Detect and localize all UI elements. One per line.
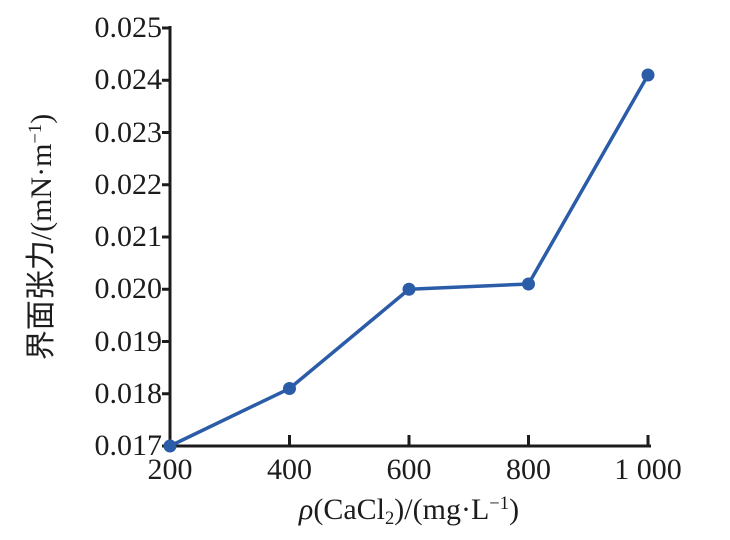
axis-title-fragment: )	[509, 493, 520, 526]
axis-title-fragment: 界面张力/(mN·m	[25, 143, 58, 361]
axis-title-fragment: ρ	[298, 493, 314, 526]
y-tick-label: 0.023	[94, 115, 163, 149]
x-tick-label: 1 000	[614, 453, 682, 486]
axis-title-fragment: −1	[489, 492, 510, 514]
y-tick-label: 0.018	[94, 376, 163, 410]
x-tick-label: 400	[267, 453, 312, 486]
x-tick-label: 800	[506, 453, 551, 486]
axis-title-fragment: (CaCl	[313, 493, 385, 526]
x-tick-label: 600	[386, 453, 432, 486]
y-tick-label: 0.020	[94, 272, 163, 306]
data-line	[169, 74, 650, 448]
axis-title-fragment: )/(mg·L	[394, 493, 490, 526]
y-tick-label: 0.025	[94, 11, 163, 44]
y-tick-label: 0.024	[94, 63, 163, 97]
data-point	[283, 382, 296, 396]
data-point	[402, 282, 416, 296]
x-axis-title: ρ(CaCl2)/(mg·L−1)	[209, 492, 609, 532]
data-point	[163, 439, 177, 453]
y-tick-label: 0.021	[94, 220, 163, 253]
y-tick-label: 0.017	[94, 429, 163, 462]
axis-title-fragment: −1	[24, 123, 46, 144]
y-axis-title: 界面张力/(mN·m−1)	[24, 77, 60, 397]
x-tick-label: 200	[147, 453, 193, 486]
data-point	[522, 277, 535, 291]
data-point	[641, 68, 655, 82]
y-tick-label: 0.019	[94, 324, 163, 358]
axis-title-fragment: 2	[385, 508, 395, 530]
y-tick-label: 0.022	[94, 167, 163, 201]
axis-title-fragment: )	[25, 113, 58, 124]
